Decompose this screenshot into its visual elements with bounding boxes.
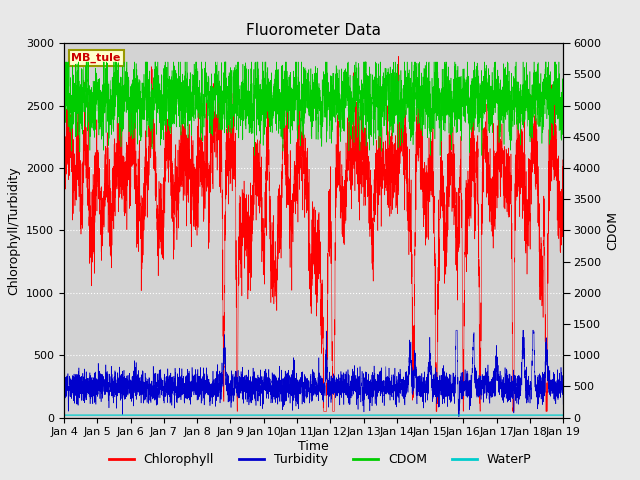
X-axis label: Time: Time xyxy=(298,440,329,453)
Title: Fluorometer Data: Fluorometer Data xyxy=(246,23,381,38)
Text: MB_tule: MB_tule xyxy=(72,53,121,63)
Legend: Chlorophyll, Turbidity, CDOM, WaterP: Chlorophyll, Turbidity, CDOM, WaterP xyxy=(104,448,536,471)
Y-axis label: Chlorophyll/Turbidity: Chlorophyll/Turbidity xyxy=(8,166,20,295)
Y-axis label: CDOM: CDOM xyxy=(607,211,620,250)
